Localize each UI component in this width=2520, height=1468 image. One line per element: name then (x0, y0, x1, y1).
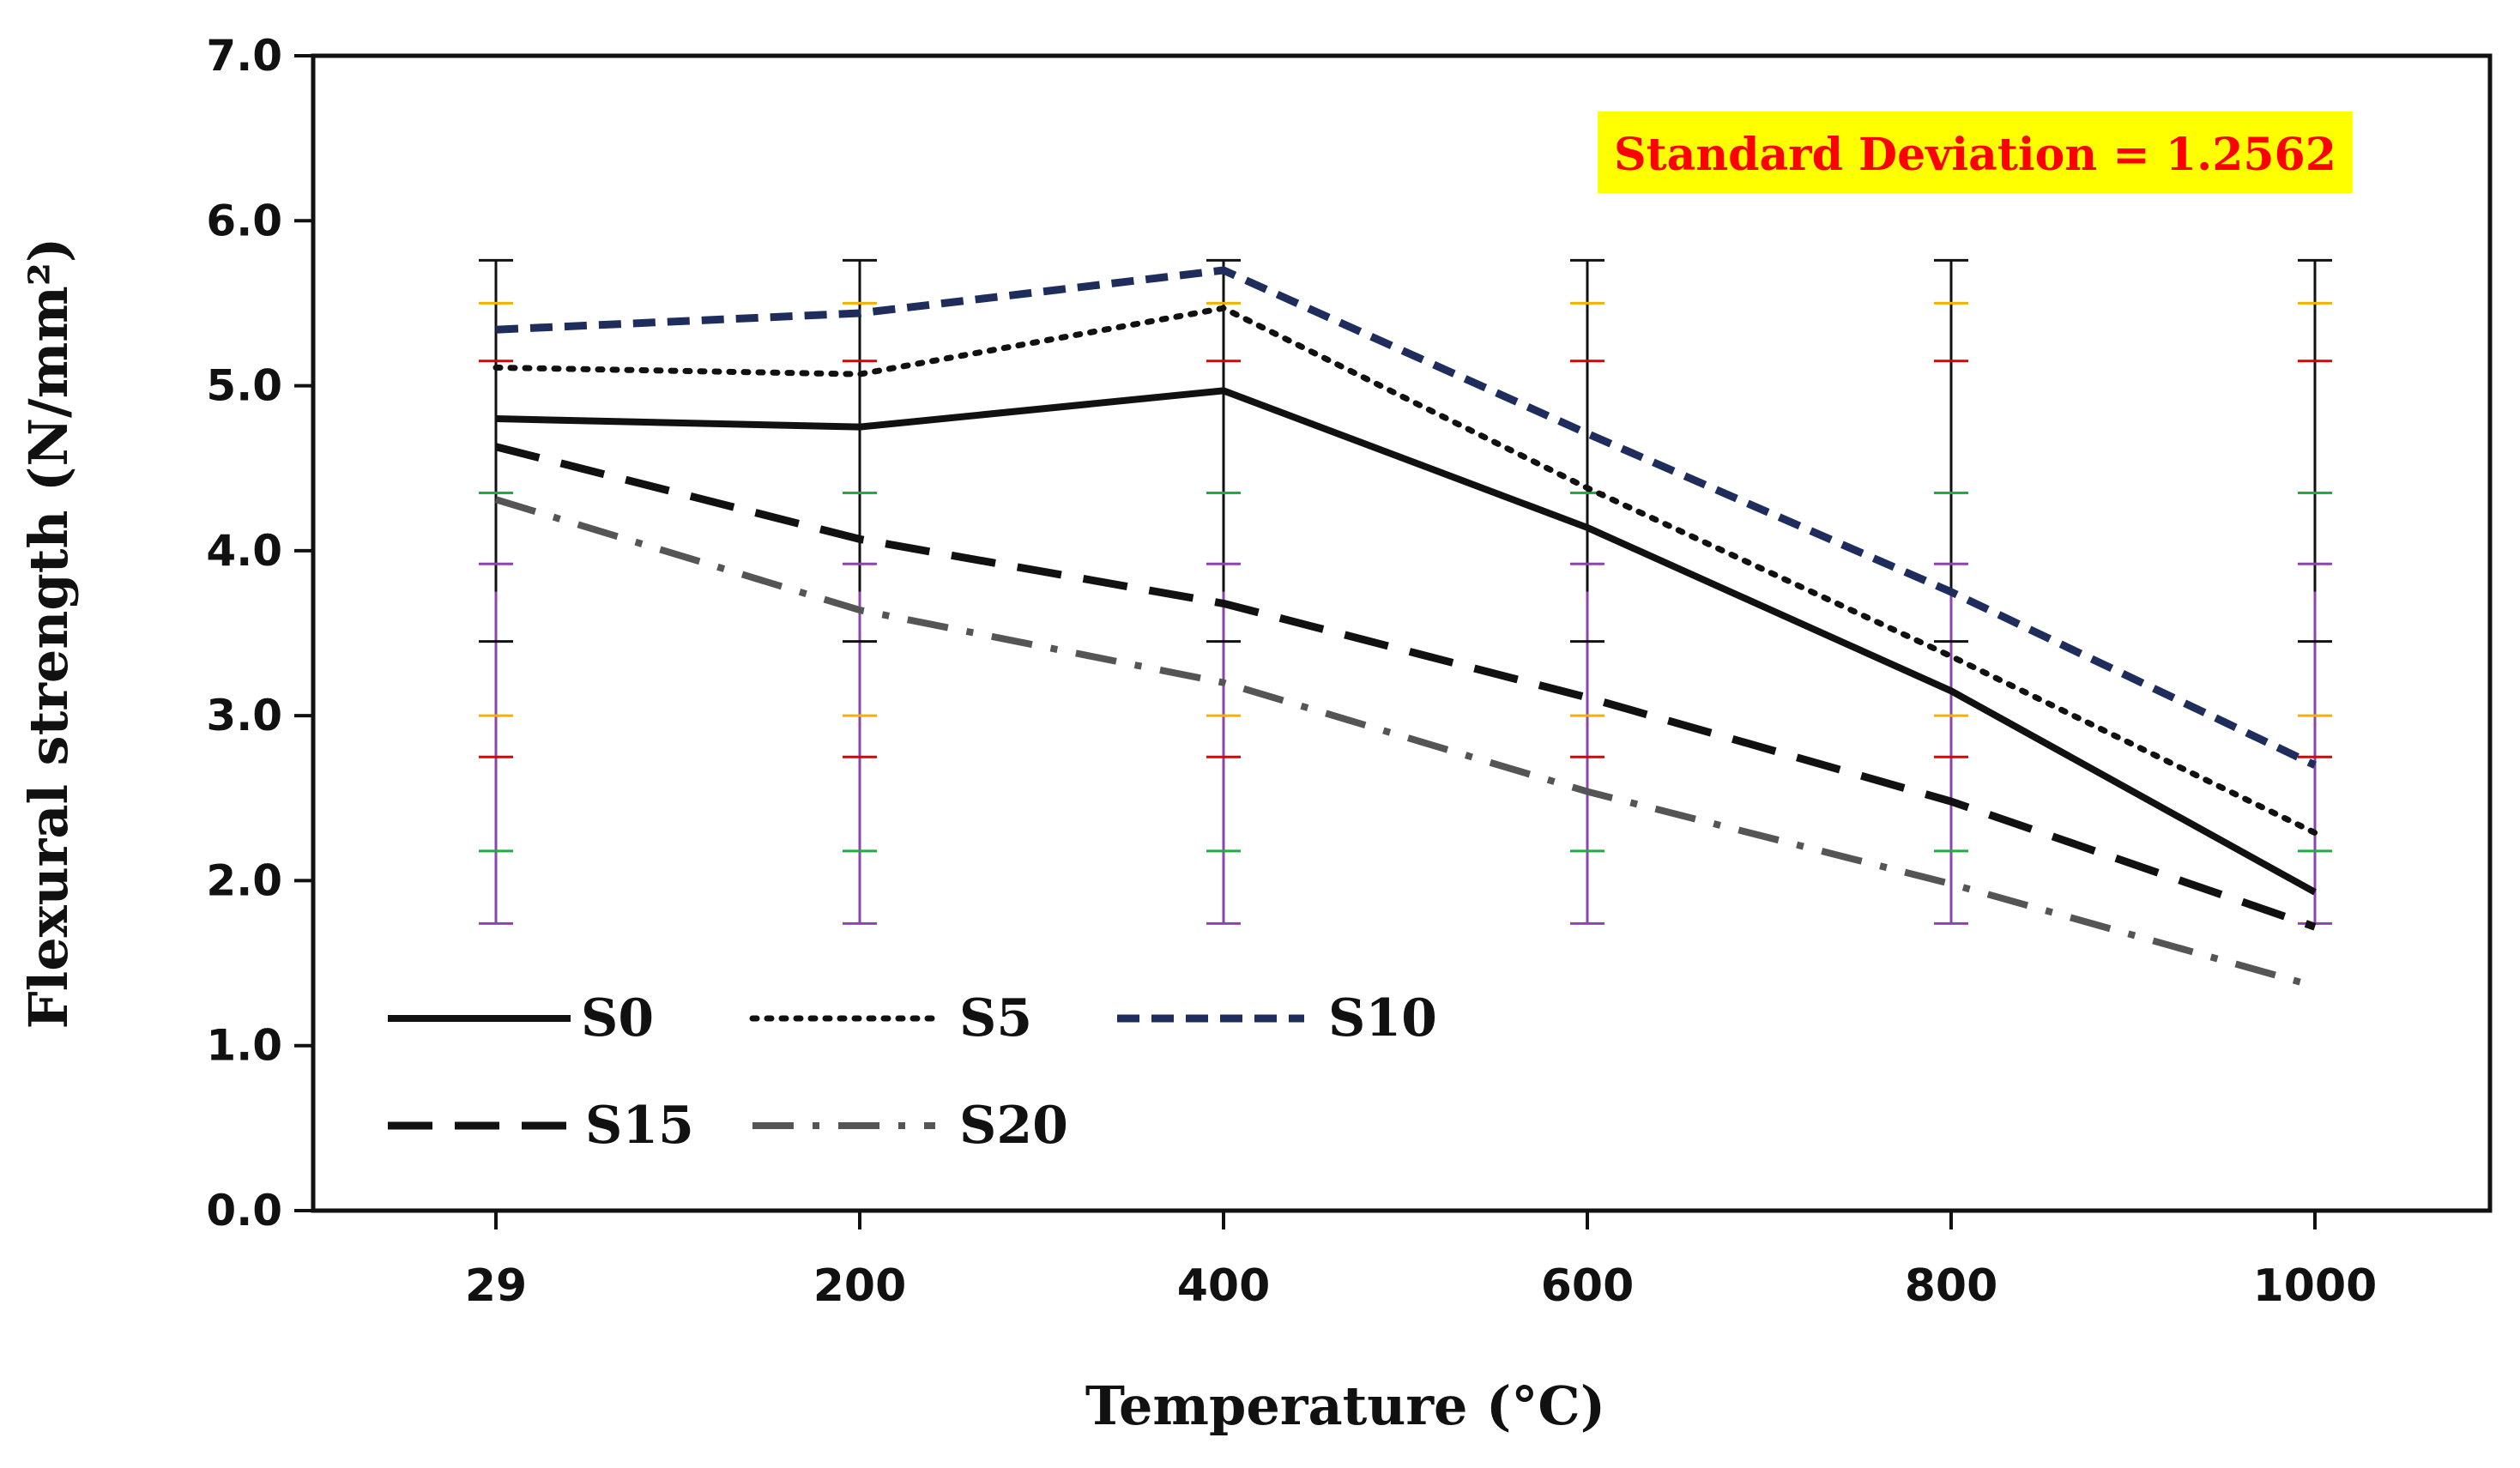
error-bars (479, 258, 2332, 925)
y-axis: 0.0 1.0 2.0 3.0 4.0 5.0 6.0 7.0 (206, 31, 313, 1235)
x-tick-label: 29 (465, 1260, 527, 1312)
x-tick-label: 200 (813, 1260, 907, 1312)
legend-label-s20: S20 (959, 1096, 1068, 1156)
annotation-text: Standard Deviation = 1.2562 (1614, 129, 2336, 181)
y-tick-label: 4.0 (206, 526, 282, 576)
series-line-s5 (493, 305, 2318, 837)
x-axis-title: Temperature (°C) (1085, 1374, 1605, 1437)
legend: S0 S5 S10 S15 S20 (388, 988, 1437, 1156)
y-tick-label: 0.0 (206, 1186, 282, 1235)
y-tick-label: 5.0 (206, 361, 282, 411)
x-tick-label: 400 (1177, 1260, 1271, 1312)
series-line-s0 (495, 387, 2317, 896)
y-tick-label: 6.0 (206, 196, 282, 245)
x-tick-label: 1000 (2253, 1260, 2378, 1312)
annotation-background (1598, 112, 2353, 193)
legend-label-s5: S5 (959, 988, 1032, 1048)
y-tick-label: 2.0 (206, 855, 282, 905)
series-line-s10 (495, 266, 2317, 769)
y-axis-title: Flexural strength (N/mm²) (17, 238, 80, 1030)
legend-label-s10: S10 (1328, 988, 1437, 1048)
x-tick-label: 800 (1905, 1260, 1998, 1312)
legend-label-s15: S15 (585, 1096, 694, 1156)
series-line-s20 (494, 496, 2317, 990)
standard-deviation-annotation: Standard Deviation = 1.2562 (1598, 112, 2353, 193)
plot-frame (311, 53, 2493, 1213)
y-tick-label: 3.0 (206, 691, 282, 740)
legend-label-s0: S0 (581, 988, 654, 1048)
series-lines (493, 266, 2318, 990)
y-tick-label: 1.0 (206, 1021, 282, 1071)
x-axis: 29 200 400 600 800 1000 (465, 1211, 2378, 1312)
y-tick-label: 7.0 (206, 31, 282, 81)
series-line-s15 (494, 443, 2317, 931)
x-tick-label: 600 (1541, 1260, 1635, 1312)
